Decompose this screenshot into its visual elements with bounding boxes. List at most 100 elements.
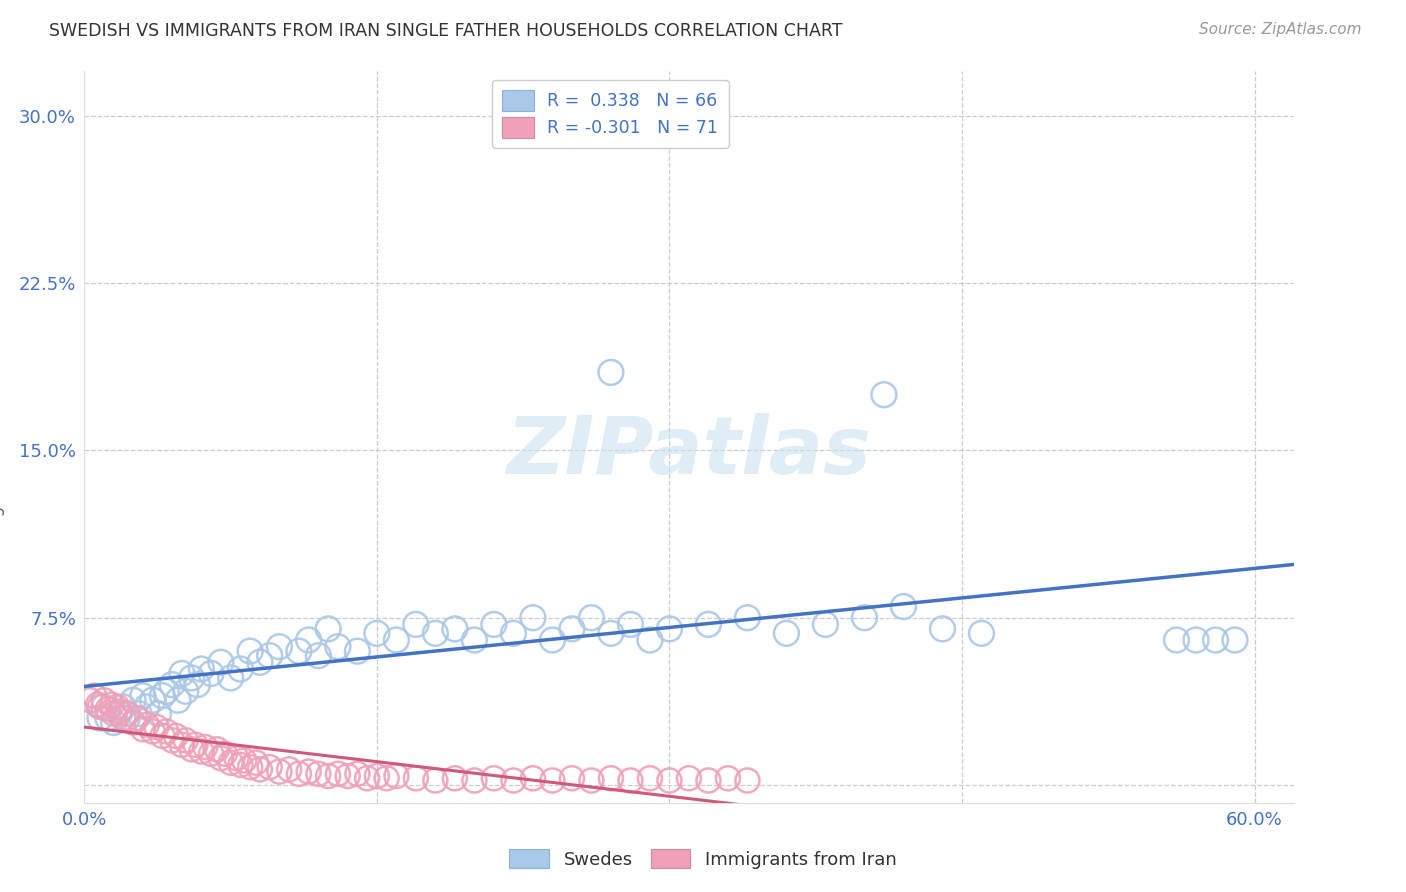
Point <box>205 742 228 756</box>
Point <box>122 693 145 707</box>
Point <box>288 644 311 658</box>
Point <box>128 706 150 721</box>
Point <box>600 366 623 380</box>
Point <box>278 762 301 776</box>
Point <box>269 640 291 654</box>
Point <box>307 648 329 663</box>
Point <box>142 724 165 739</box>
Point <box>463 633 485 648</box>
Point <box>482 617 505 632</box>
Point <box>775 626 797 640</box>
Point <box>737 773 759 788</box>
Point <box>108 706 131 721</box>
Point <box>117 711 139 725</box>
Point <box>117 706 139 721</box>
Point <box>170 738 193 752</box>
Point <box>737 611 759 625</box>
Point <box>165 729 187 743</box>
Point <box>346 644 368 658</box>
Point <box>132 689 155 703</box>
Point <box>619 617 641 632</box>
Text: SWEDISH VS IMMIGRANTS FROM IRAN SINGLE FATHER HOUSEHOLDS CORRELATION CHART: SWEDISH VS IMMIGRANTS FROM IRAN SINGLE F… <box>49 22 842 40</box>
Point <box>249 655 271 669</box>
Point <box>385 633 408 648</box>
Point <box>853 611 876 625</box>
Point <box>97 711 120 725</box>
Point <box>522 611 544 625</box>
Point <box>174 733 197 747</box>
Point <box>89 711 111 725</box>
Point <box>145 720 167 734</box>
Point <box>160 678 183 692</box>
Point <box>132 723 155 737</box>
Point <box>186 678 208 692</box>
Point <box>239 644 262 658</box>
Point <box>356 771 378 786</box>
Point <box>180 671 202 685</box>
Point <box>1185 633 1208 648</box>
Legend: Swedes, Immigrants from Iran: Swedes, Immigrants from Iran <box>502 841 904 876</box>
Point <box>190 662 212 676</box>
Point <box>678 771 700 786</box>
Point <box>658 773 681 788</box>
Point <box>184 738 207 752</box>
Point <box>561 771 583 786</box>
Point <box>444 622 467 636</box>
Point <box>502 773 524 788</box>
Point <box>269 764 291 779</box>
Point <box>346 767 368 781</box>
Point <box>1166 633 1188 648</box>
Point <box>150 729 173 743</box>
Point <box>142 693 165 707</box>
Point <box>108 705 131 719</box>
Point <box>541 633 564 648</box>
Text: Source: ZipAtlas.com: Source: ZipAtlas.com <box>1198 22 1361 37</box>
Point <box>229 758 252 772</box>
Point <box>103 706 125 721</box>
Point <box>638 771 661 786</box>
Point <box>249 762 271 776</box>
Point <box>135 717 157 731</box>
Legend: R =  0.338   N = 66, R = -0.301   N = 71: R = 0.338 N = 66, R = -0.301 N = 71 <box>492 80 728 148</box>
Point <box>93 699 115 714</box>
Point <box>122 715 145 730</box>
Point <box>814 617 837 632</box>
Point <box>581 611 603 625</box>
Point <box>326 640 349 654</box>
Point <box>167 693 190 707</box>
Point <box>160 733 183 747</box>
Point <box>697 617 720 632</box>
Point <box>245 756 267 770</box>
Point <box>89 699 111 714</box>
Point <box>366 626 388 640</box>
Point <box>298 633 321 648</box>
Point <box>541 773 564 788</box>
Point <box>214 747 236 761</box>
Point <box>107 699 129 714</box>
Point <box>229 662 252 676</box>
Y-axis label: Single Father Households: Single Father Households <box>0 332 4 542</box>
Point <box>463 773 485 788</box>
Point <box>1223 633 1246 648</box>
Point <box>970 626 993 640</box>
Point <box>288 767 311 781</box>
Point <box>233 753 256 767</box>
Point <box>375 771 398 786</box>
Point <box>561 622 583 636</box>
Point <box>194 740 217 755</box>
Point <box>444 771 467 786</box>
Point <box>366 769 388 783</box>
Point <box>225 751 247 765</box>
Point <box>83 689 105 703</box>
Point <box>600 626 623 640</box>
Point <box>200 666 222 681</box>
Point <box>79 693 101 707</box>
Point <box>125 711 148 725</box>
Point <box>174 684 197 698</box>
Point <box>219 671 242 685</box>
Point <box>326 767 349 781</box>
Point <box>931 622 953 636</box>
Point <box>209 655 232 669</box>
Point <box>298 764 321 779</box>
Point <box>425 773 447 788</box>
